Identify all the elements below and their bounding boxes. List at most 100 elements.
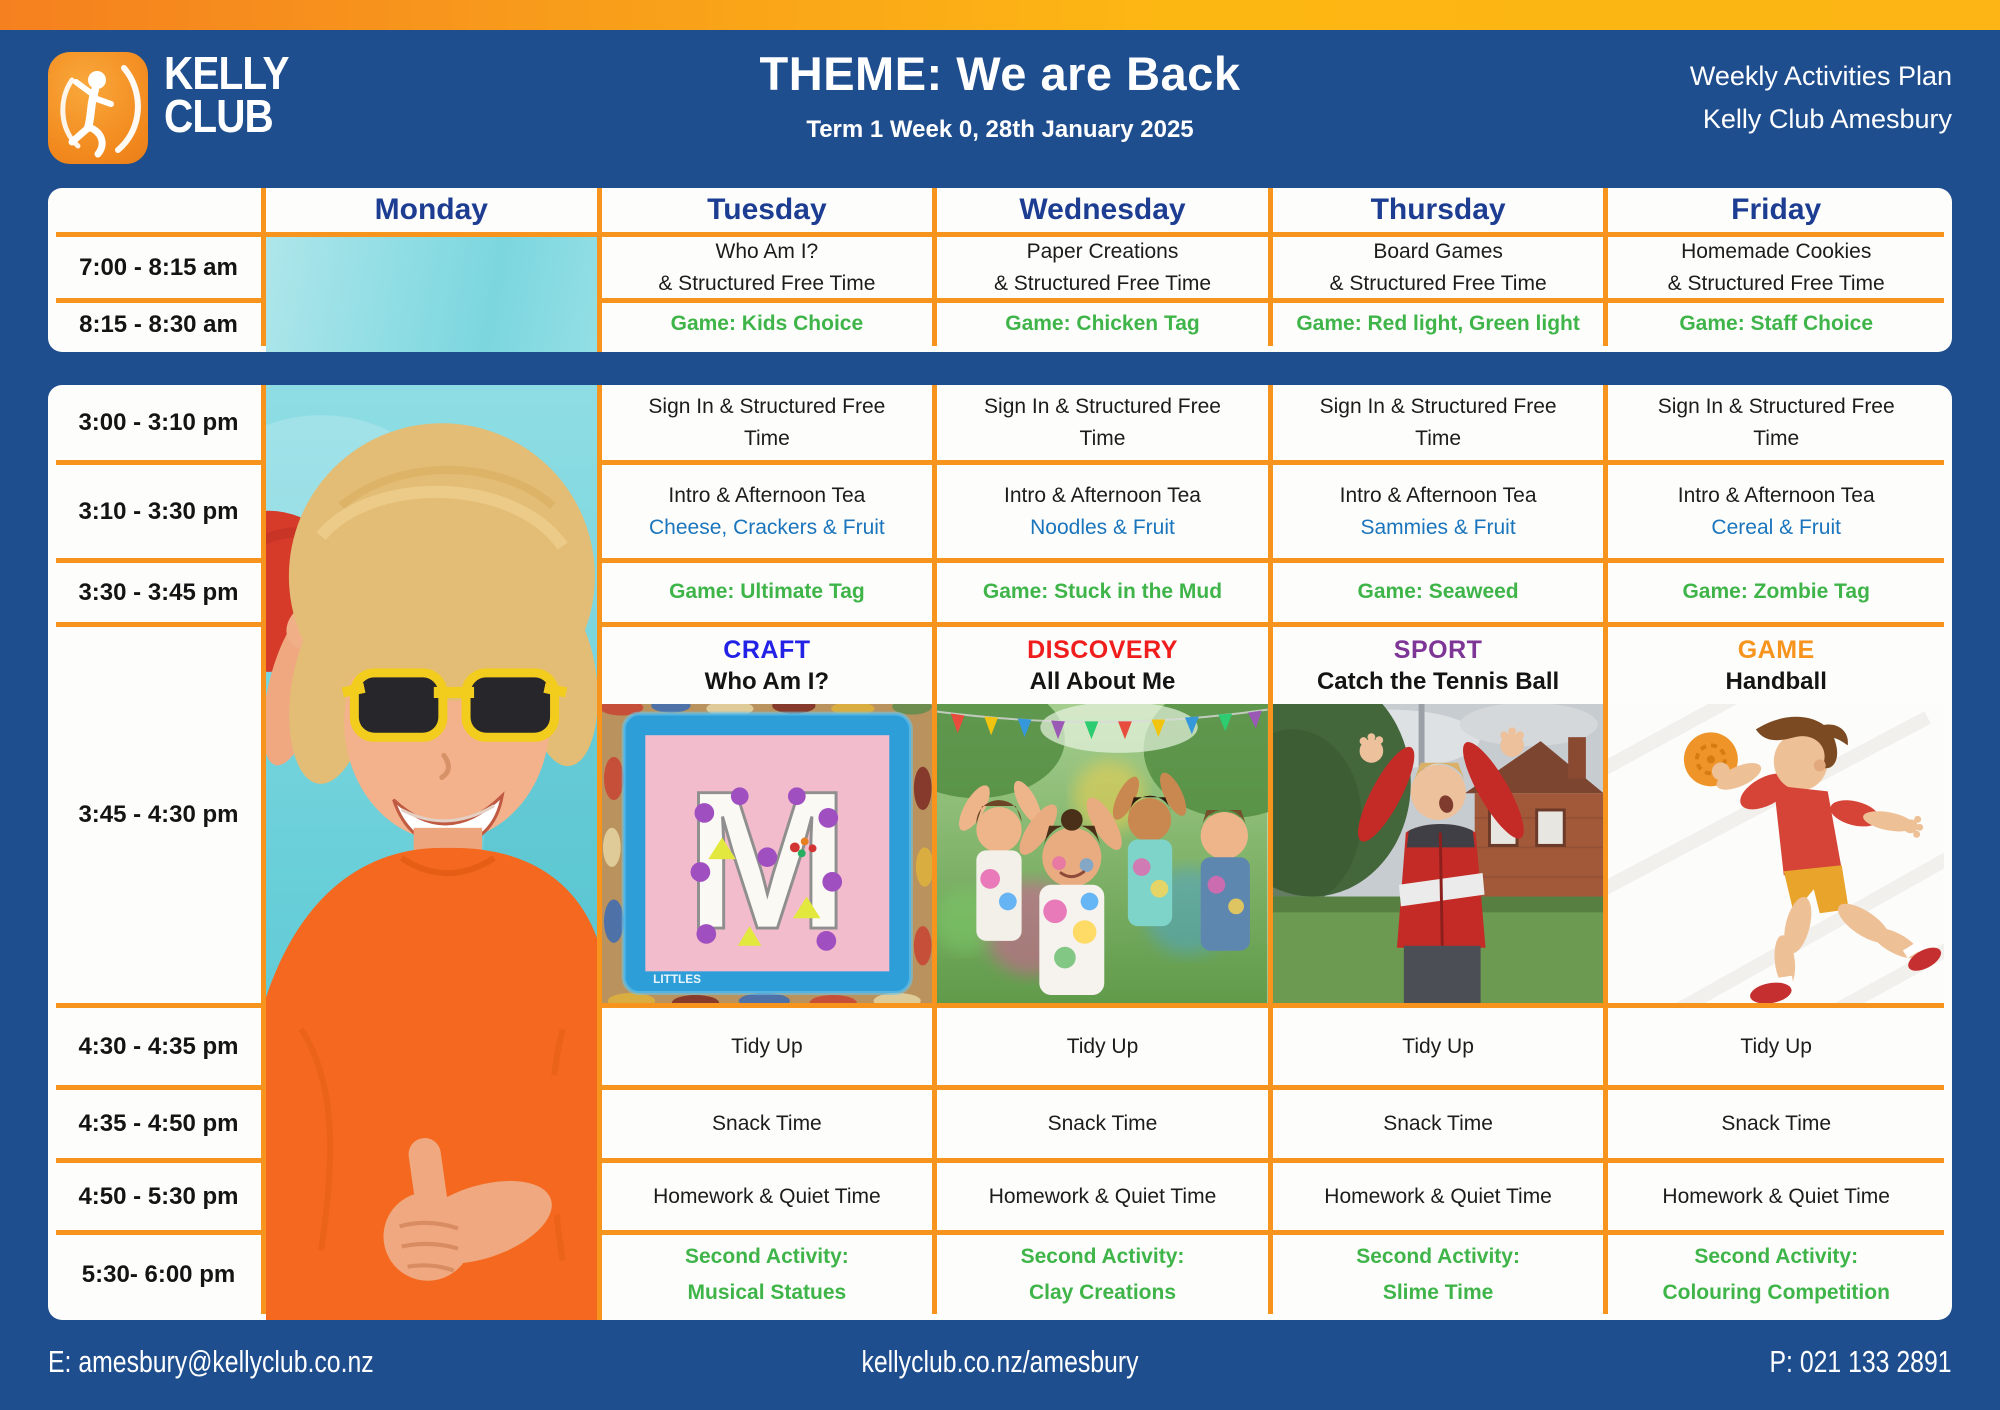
catch-ball-image [1272,704,1604,1003]
monday-photo [266,385,602,1320]
morning-activity-friday: Homemade Cookies & Structured Free Time [1608,237,1944,303]
theme-title: THEME: We are Back [759,47,1241,100]
pool-water-background [266,237,597,352]
main-activity-tuesday: CRAFT Who Am I? [601,627,938,1008]
morning-game-tuesday: Game: Kids Choice [602,303,938,346]
signin-text: Sign In & Structured Free Time [1319,395,1557,450]
second-activity-friday: Second Activity: Colouring Competition [1608,1235,1944,1314]
snack-wednesday: Snack Time [937,1090,1273,1163]
second-activity-name: Musical Statues [687,1280,847,1304]
activity-line2: & Structured Free Time [1667,271,1885,295]
boy-catching-ball-photo [1272,704,1604,1003]
day-header-monday: Monday [266,188,602,237]
afternoon-game-friday: Game: Zombie Tag [1608,563,1944,627]
signin-friday: Sign In & Structured Free Time [1608,385,1944,465]
morning-game-wednesday: Game: Chicken Tag [937,303,1273,346]
category-label: SPORT [1393,636,1483,664]
tidy-wednesday: Tidy Up [937,1008,1273,1090]
letter-m-craft-image: M LITTLES [601,704,933,1003]
kelly-club-logo-text: KELLY CLUB [164,47,289,139]
letter-m-collage-craft-photo: M LITTLES [601,704,933,1003]
activity-title: All About Me [1029,668,1176,696]
snack-menu: Sammies & Fruit [1360,515,1516,539]
time-700-815: 7:00 - 8:15 am [56,237,266,303]
club-name: Kelly Club Amesbury [1702,104,1952,135]
intro-line: Intro & Afternoon Tea [1677,484,1875,507]
activity-line2: & Structured Free Time [1329,271,1547,295]
homework-wednesday: Homework & Quiet Time [937,1163,1273,1235]
kelly-club-logo: KELLY CLUB [48,47,306,164]
tidy-tuesday: Tidy Up [601,1008,938,1090]
afternoon-schedule-table: 3:00 - 3:10 pm Sign In & Structured Free… [48,385,1952,1320]
boy-in-sunglasses-thumbs-up-photo [266,385,597,1320]
second-activity-name: Slime Time [1382,1280,1494,1304]
intro-line: Intro & Afternoon Tea [668,484,866,507]
snack-thursday: Snack Time [1272,1090,1609,1163]
time-435-450: 4:35 - 4:50 pm [56,1090,266,1163]
activity-line1: Paper Creations [1026,240,1179,263]
children-colour-powder-photo [937,704,1268,1003]
afternoon-game-thursday: Game: Seaweed [1272,563,1609,627]
dancing-child-icon [60,65,141,158]
snack-friday: Snack Time [1608,1090,1944,1163]
intro-tea-thursday: Intro & Afternoon Tea Sammies & Fruit [1272,465,1609,563]
cartoon-handball-player-illustration [1608,704,1944,1003]
time-450-530: 4:50 - 5:30 pm [56,1163,266,1235]
second-activity-label: Second Activity: [1694,1244,1859,1268]
homework-tuesday: Homework & Quiet Time [601,1163,938,1235]
second-activity-thursday: Second Activity: Slime Time [1273,1235,1609,1314]
day-header-tuesday: Tuesday [601,188,938,237]
logo-word-kelly: KELLY [164,47,289,99]
main-activity-wednesday: DISCOVERY All About Me [937,627,1273,1008]
signin-text: Sign In & Structured Free Time [984,395,1221,450]
activity-line1: Board Games [1373,240,1503,263]
craft-photo-watermark: LITTLES [653,973,701,987]
time-330-345: 3:30 - 3:45 pm [56,563,266,627]
intro-tea-tuesday: Intro & Afternoon Tea Cheese, Crackers &… [601,465,938,563]
main-activity-thursday: SPORT Catch the Tennis Ball [1272,627,1609,1008]
activity-title: Handball [1725,668,1827,696]
signin-thursday: Sign In & Structured Free Time [1272,385,1609,465]
website-url: kellyclub.co.nz/amesbury [861,1344,1139,1379]
tidy-friday: Tidy Up [1608,1008,1944,1090]
second-activity-name: Clay Creations [1028,1280,1177,1304]
top-gradient-bar [0,0,2000,30]
morning-activity-thursday: Board Games & Structured Free Time [1272,237,1609,303]
time-530-600: 5:30- 6:00 pm [56,1235,266,1314]
snack-menu: Noodles & Fruit [1030,515,1175,539]
morning-game-friday: Game: Staff Choice [1679,312,1874,336]
snack-menu: Cereal & Fruit [1711,515,1841,539]
activity-line1: Homemade Cookies [1681,240,1872,263]
kelly-club-logo-icon [48,52,148,164]
afternoon-game-wednesday: Game: Stuck in the Mud [937,563,1273,627]
category-label: DISCOVERY [1027,636,1178,664]
intro-tea-friday: Intro & Afternoon Tea Cereal & Fruit [1608,465,1944,563]
morning-activity-tuesday: Who Am I? & Structured Free Time [601,237,938,303]
time-310-330: 3:10 - 3:30 pm [56,465,266,563]
category-label: CRAFT [723,636,811,664]
time-815-830: 8:15 - 8:30 am [56,303,266,346]
category-label: GAME [1737,636,1815,664]
snack-menu: Cheese, Crackers & Fruit [649,515,885,539]
day-header-empty [56,188,266,237]
term-week-subtitle: Term 1 Week 0, 28th January 2025 [806,116,1194,143]
handball-image [1608,704,1944,1003]
morning-game-thursday: Game: Red light, Green light [1273,303,1609,346]
day-header-thursday: Thursday [1272,188,1609,237]
signin-text: Sign In & Structured Free Time [648,395,886,450]
activity-title: Catch the Tennis Ball [1316,668,1560,696]
day-header-friday: Friday [1608,188,1944,237]
main-activity-friday: GAME Handball [1608,627,1944,1008]
intro-line: Intro & Afternoon Tea [1339,484,1537,507]
colour-powder-image [937,704,1268,1003]
activity-line1: Who Am I? [715,240,819,263]
activity-title: Who Am I? [704,668,830,696]
morning-schedule-table: Monday Tuesday Wednesday Thursday Friday… [48,188,1952,352]
intro-line: Intro & Afternoon Tea [1004,484,1201,507]
second-activity-tuesday: Second Activity: Musical Statues [602,1235,938,1314]
signin-text: Sign In & Structured Free Time [1657,395,1895,450]
plan-label: Weekly Activities Plan [1689,61,1952,91]
homework-thursday: Homework & Quiet Time [1272,1163,1609,1235]
header-title-block: THEME: We are Back Term 1 Week 0, 28th J… [0,46,2000,144]
